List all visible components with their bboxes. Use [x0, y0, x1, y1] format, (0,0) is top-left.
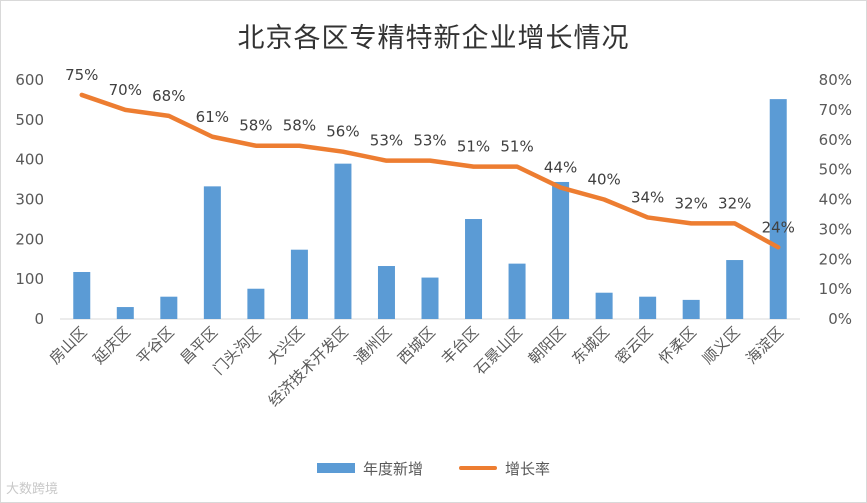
legend-label-bar: 年度新增 [362, 459, 423, 478]
left-tick-label: 400 [15, 151, 44, 169]
right-tick-label: 40% [819, 191, 852, 209]
bar [682, 299, 700, 319]
right-tick-label: 80% [819, 71, 852, 89]
legend-swatch-bar [316, 463, 355, 473]
category-label: 东城区 [568, 323, 613, 368]
bar [595, 292, 613, 319]
bar [203, 186, 221, 319]
data-label: 53% [370, 132, 403, 150]
legend-swatch-line [459, 466, 497, 470]
bar [116, 307, 134, 319]
category-label: 海淀区 [743, 323, 788, 368]
left-tick-label: 0 [34, 310, 44, 328]
bar [552, 181, 570, 319]
left-tick-label: 600 [15, 71, 44, 89]
bar [160, 296, 178, 319]
category-label: 延庆区 [90, 323, 135, 368]
left-tick-label: 300 [15, 191, 44, 209]
bar [639, 296, 657, 319]
data-label: 51% [500, 138, 533, 156]
bar [726, 260, 744, 319]
data-label: 40% [587, 171, 620, 189]
data-label: 51% [457, 138, 490, 156]
bar [769, 99, 787, 320]
category-label: 经济技术开发区 [265, 323, 352, 410]
bar [73, 271, 91, 319]
data-label: 32% [718, 194, 751, 212]
legend-item-line: 增长率 [459, 458, 550, 479]
right-tick-label: 10% [819, 280, 852, 298]
right-axis: 0% 10% 20% 30% 40% 50% 60% 70% 80% [819, 71, 852, 328]
category-label: 门头沟区 [210, 323, 265, 378]
data-label: 53% [413, 132, 446, 150]
watermark: 大数跨境 [6, 482, 59, 497]
bar [508, 263, 526, 319]
chart-title: 北京各区专精特新企业增长情况 [237, 23, 630, 54]
category-label: 密云区 [612, 323, 657, 368]
bar [334, 163, 352, 319]
category-label: 通州区 [351, 323, 396, 368]
data-label: 68% [152, 87, 185, 105]
right-tick-label: 70% [819, 101, 852, 119]
legend-label-line: 增长率 [505, 459, 551, 478]
right-tick-label: 20% [819, 250, 852, 268]
category-label: 怀柔区 [655, 323, 700, 368]
category-label: 平谷区 [133, 323, 178, 368]
category-label: 石景山区 [471, 323, 526, 378]
data-label: 58% [239, 117, 272, 135]
data-label: 75% [65, 66, 98, 84]
data-label: 32% [675, 194, 708, 212]
bar [247, 288, 265, 319]
left-tick-label: 500 [15, 111, 44, 129]
bar [377, 266, 395, 319]
data-label: 44% [544, 159, 577, 177]
data-label: 70% [109, 81, 142, 99]
bar [465, 219, 483, 319]
data-label: 61% [196, 108, 229, 126]
growth-rate-line [79, 92, 781, 250]
legend: 年度新增 增长率 [0, 458, 867, 478]
left-tick-label: 200 [15, 230, 44, 248]
category-labels: 房山区延庆区平谷区昌平区门头沟区大兴区经济技术开发区通州区西城区丰台区石景山区朝… [46, 323, 787, 410]
category-label: 顺义区 [699, 323, 744, 368]
data-label: 56% [326, 123, 359, 141]
line-series: 75% 70% 68% 61% 58% 58% 56% 53% 53% 51% 51% 44% 40% 3… [65, 66, 795, 250]
right-tick-label: 30% [819, 220, 852, 238]
bar-series [73, 99, 787, 320]
bar [290, 249, 308, 319]
category-label: 朝阳区 [525, 323, 570, 368]
left-tick-label: 100 [15, 270, 44, 288]
category-label: 西城区 [394, 323, 439, 368]
data-label: 24% [762, 218, 795, 236]
data-label: 34% [631, 188, 664, 206]
right-tick-label: 0% [828, 310, 852, 328]
data-label: 58% [283, 117, 316, 135]
category-label: 房山区 [46, 323, 91, 368]
legend-item-bar: 年度新增 [316, 458, 423, 479]
right-tick-label: 50% [819, 161, 852, 179]
right-tick-label: 60% [819, 131, 852, 149]
bar [421, 277, 439, 319]
